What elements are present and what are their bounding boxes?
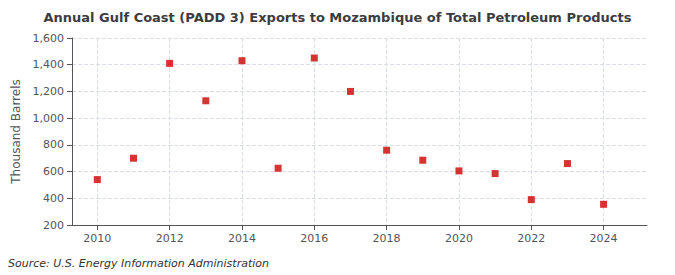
svg-text:600: 600 <box>43 165 64 178</box>
svg-text:2010: 2010 <box>83 232 111 245</box>
svg-text:Annual Gulf Coast (PADD 3) Exp: Annual Gulf Coast (PADD 3) Exports to Mo… <box>43 10 631 25</box>
svg-text:1,000: 1,000 <box>33 112 65 125</box>
svg-text:2014: 2014 <box>228 232 256 245</box>
svg-text:200: 200 <box>43 219 64 232</box>
svg-text:400: 400 <box>43 192 64 205</box>
svg-text:1,200: 1,200 <box>33 85 65 98</box>
svg-text:1,600: 1,600 <box>33 32 65 45</box>
svg-text:2022: 2022 <box>517 232 545 245</box>
svg-text:1,400: 1,400 <box>33 58 65 71</box>
svg-text:2018: 2018 <box>373 232 401 245</box>
svg-text:2016: 2016 <box>300 232 328 245</box>
svg-text:2012: 2012 <box>156 232 184 245</box>
svg-text:2024: 2024 <box>590 232 618 245</box>
svg-text:Thousand Barrels: Thousand Barrels <box>9 79 23 184</box>
svg-text:2020: 2020 <box>445 232 473 245</box>
svg-text:800: 800 <box>43 138 64 151</box>
svg-text:Source: U.S. Energy Informatio: Source: U.S. Energy Information Administ… <box>8 257 269 270</box>
